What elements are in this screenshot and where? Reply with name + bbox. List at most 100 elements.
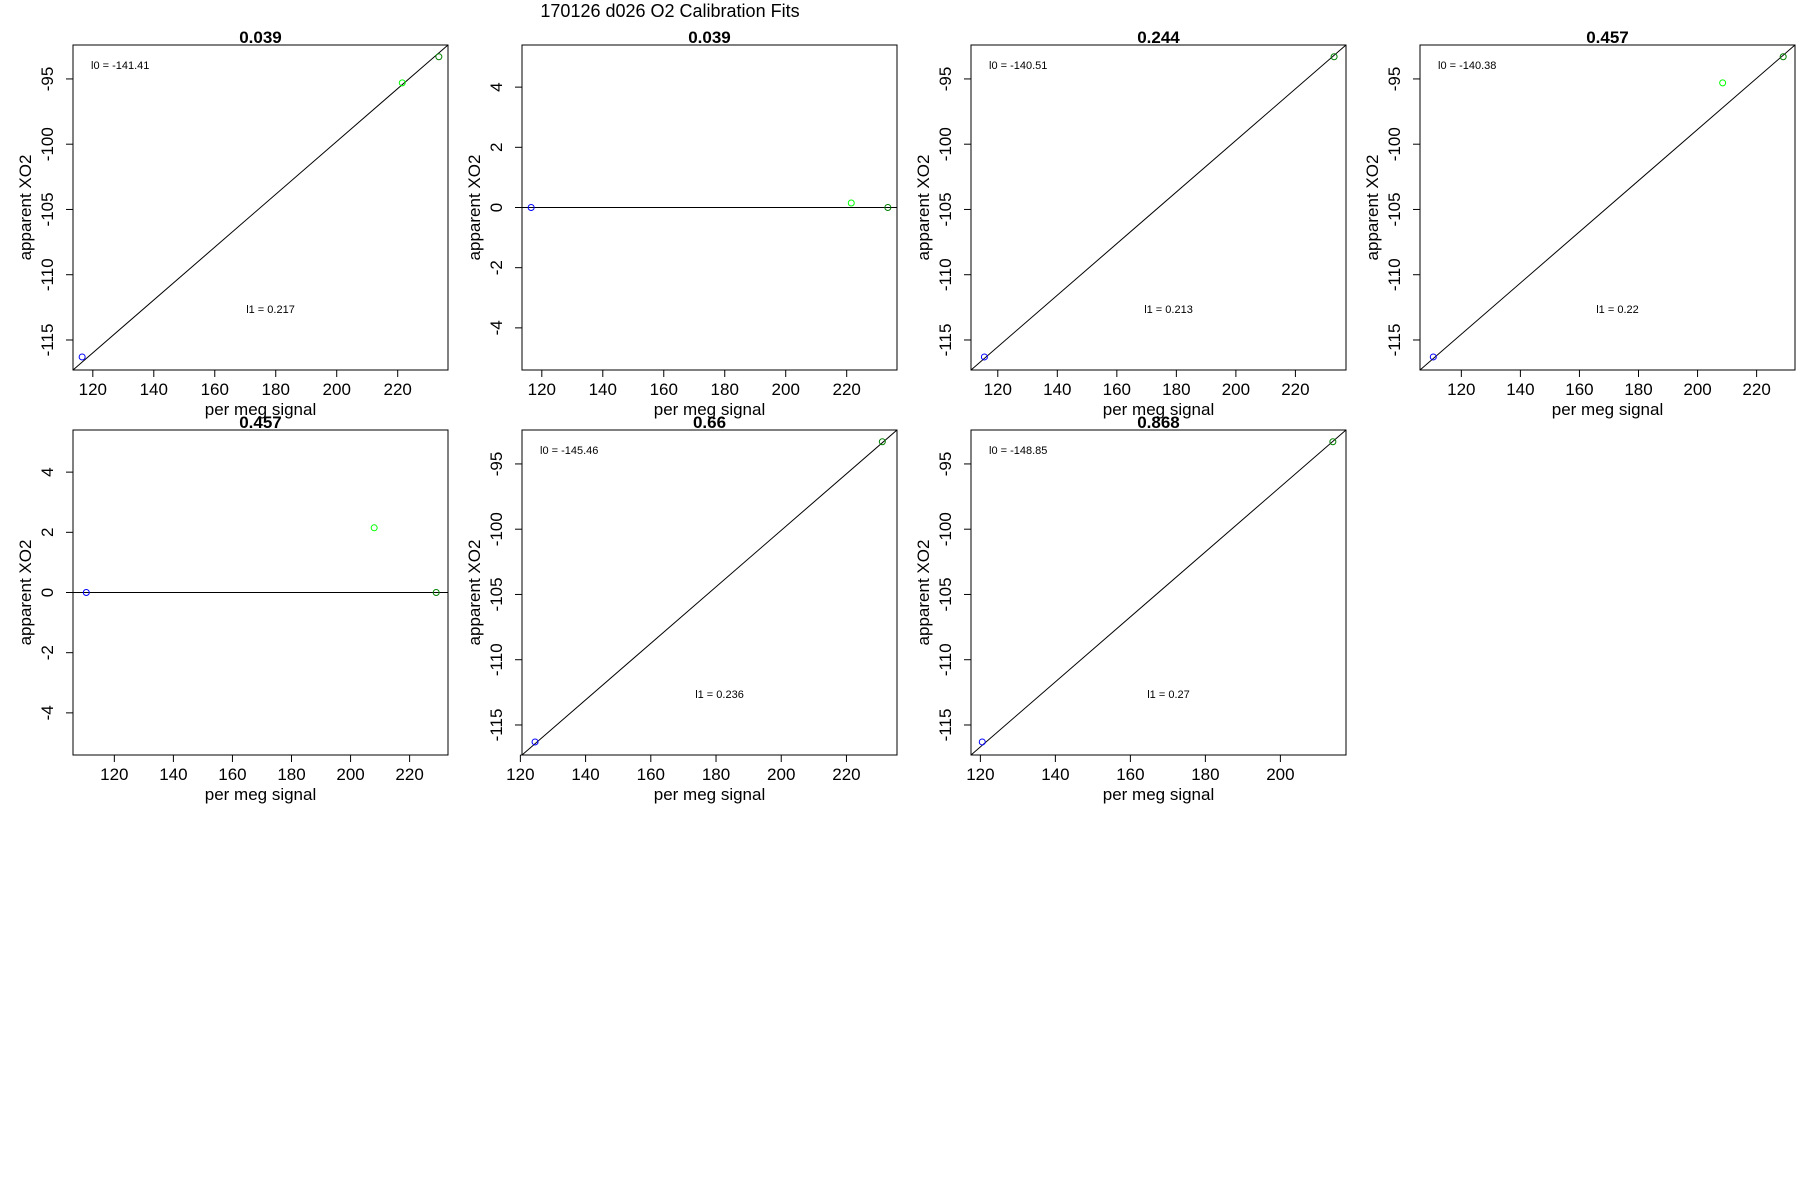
chart-panel: 0.66 120 140 160 180 200 220 per meg signal -95 -… — [465, 413, 898, 804]
y-tick-label: 2 — [487, 143, 506, 152]
data-point — [78, 353, 86, 361]
x-tick-label: 140 — [1041, 765, 1069, 784]
y-tick-label: -105 — [38, 192, 57, 226]
x-tick-label: 140 — [140, 380, 168, 399]
x-tick-label: 220 — [833, 380, 861, 399]
plot-area — [1420, 45, 1795, 370]
data-point — [531, 738, 539, 746]
x-tick-label: 180 — [1624, 380, 1652, 399]
panels-group: 0.039 120 140 160 180 200 220 per meg signal -95… — [16, 28, 1796, 804]
y-tick-label: -100 — [1385, 127, 1404, 161]
y-tick-label: -105 — [936, 577, 955, 611]
x-axis-label: per meg signal — [654, 785, 766, 804]
x-tick-label: 200 — [336, 765, 364, 784]
x-tick-label: 160 — [218, 765, 246, 784]
y-tick-label: -95 — [1385, 67, 1404, 92]
y-tick-label: -110 — [936, 258, 955, 291]
y-tick-label: -110 — [936, 643, 955, 676]
y-tick-label: 4 — [38, 467, 57, 476]
x-tick-label: 200 — [1222, 380, 1250, 399]
y-tick-label: -95 — [936, 452, 955, 477]
slope-annotation: l1 = 0.236 — [695, 689, 744, 701]
x-tick-label: 120 — [528, 380, 556, 399]
fit-line — [522, 430, 897, 755]
figure-title: 170126 d026 O2 Calibration Fits — [540, 1, 799, 21]
data-point — [978, 738, 986, 746]
x-tick-label: 220 — [395, 765, 423, 784]
y-axis-label: apparent XO2 — [465, 540, 484, 646]
x-tick-label: 160 — [201, 380, 229, 399]
x-tick-label: 160 — [637, 765, 665, 784]
x-tick-label: 180 — [1162, 380, 1190, 399]
x-tick-label: 220 — [832, 765, 860, 784]
y-tick-label: -95 — [487, 452, 506, 477]
chart-panel: 0.457 120 140 160 180 200 220 per meg signal -95… — [1363, 28, 1796, 419]
x-tick-label: 120 — [984, 380, 1012, 399]
panel-title: 0.66 — [693, 413, 726, 432]
x-tick-label: 180 — [1191, 765, 1219, 784]
x-tick-label: 220 — [1742, 380, 1770, 399]
y-axis-label: apparent XO2 — [465, 155, 484, 261]
intercept-annotation: l0 = -141.41 — [91, 60, 149, 72]
slope-annotation: l1 = 0.217 — [246, 304, 295, 316]
x-tick-label: 120 — [1447, 380, 1475, 399]
x-axis-label: per meg signal — [1103, 785, 1215, 804]
plot-area — [971, 430, 1346, 755]
x-tick-label: 200 — [772, 380, 800, 399]
y-tick-label: -100 — [38, 127, 57, 161]
data-point — [398, 79, 406, 87]
y-tick-label: -4 — [38, 705, 57, 720]
intercept-annotation: l0 = -145.46 — [540, 445, 598, 457]
y-tick-label: -110 — [1385, 258, 1404, 291]
x-tick-label: 140 — [571, 765, 599, 784]
y-tick-label: -2 — [38, 645, 57, 660]
slope-annotation: l1 = 0.27 — [1147, 689, 1190, 701]
chart-panel: 0.039 120 140 160 180 200 220 per meg signal -95… — [16, 28, 449, 419]
x-tick-label: 200 — [1683, 380, 1711, 399]
panel-title: 0.457 — [1586, 28, 1629, 47]
x-tick-label: 120 — [79, 380, 107, 399]
x-axis-label: per meg signal — [654, 400, 766, 419]
y-axis-label: apparent XO2 — [16, 155, 35, 261]
y-tick-label: -115 — [487, 709, 506, 742]
panel-title: 0.039 — [688, 28, 731, 47]
y-tick-label: -100 — [936, 127, 955, 161]
x-tick-label: 120 — [506, 765, 534, 784]
chart-panel: 0.457 120 140 160 180 200 220 per meg signal 4 2 0… — [16, 413, 449, 804]
x-tick-label: 160 — [1565, 380, 1593, 399]
fit-line — [971, 430, 1346, 755]
x-axis-label: per meg signal — [1552, 400, 1664, 419]
fit-line — [73, 45, 448, 370]
plot-area — [73, 45, 448, 370]
plot-area — [522, 199, 897, 211]
x-tick-label: 160 — [1103, 380, 1131, 399]
data-point — [1329, 438, 1337, 446]
y-tick-label: -100 — [487, 512, 506, 546]
x-tick-label: 220 — [384, 380, 412, 399]
x-tick-label: 200 — [323, 380, 351, 399]
y-tick-label: 2 — [38, 528, 57, 537]
y-tick-label: -105 — [1385, 192, 1404, 226]
y-tick-label: -95 — [38, 67, 57, 92]
fit-line — [971, 45, 1346, 370]
data-point — [1719, 79, 1727, 87]
chart-panel: 0.868 120 140 160 180 200 per meg signal -95 -10… — [914, 413, 1347, 804]
y-tick-label: -110 — [38, 258, 57, 291]
y-tick-label: -115 — [1385, 324, 1404, 357]
x-tick-label: 180 — [262, 380, 290, 399]
y-tick-label: 4 — [487, 82, 506, 91]
plot-area — [73, 524, 448, 596]
data-point — [847, 199, 855, 207]
x-tick-label: 120 — [966, 765, 994, 784]
x-tick-label: 200 — [767, 765, 795, 784]
fit-line — [1420, 45, 1795, 370]
x-tick-label: 180 — [277, 765, 305, 784]
x-axis-label: per meg signal — [205, 785, 317, 804]
data-point — [980, 353, 988, 361]
x-tick-label: 220 — [1281, 380, 1309, 399]
x-tick-label: 140 — [1506, 380, 1534, 399]
y-tick-label: -110 — [487, 643, 506, 676]
slope-annotation: l1 = 0.22 — [1596, 304, 1639, 316]
data-point — [1330, 53, 1338, 61]
y-axis-label: apparent XO2 — [914, 155, 933, 261]
